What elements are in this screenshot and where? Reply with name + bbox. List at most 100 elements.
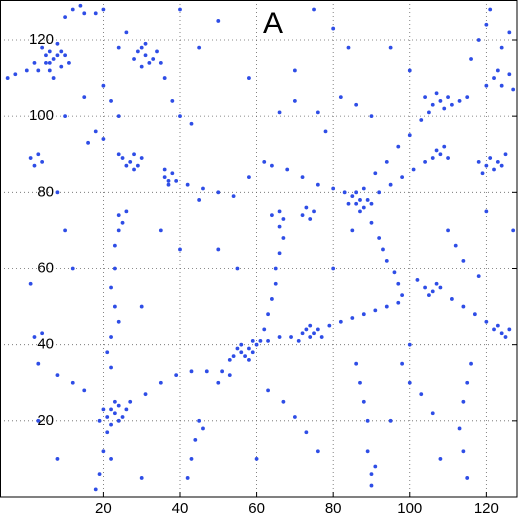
point (384, 304, 389, 309)
point (461, 399, 466, 404)
point (369, 483, 374, 488)
point (28, 281, 33, 286)
point (281, 236, 286, 240)
point (155, 49, 159, 54)
point (277, 251, 282, 256)
point (247, 175, 251, 179)
point (407, 133, 412, 138)
point (308, 335, 313, 339)
point (143, 392, 148, 397)
point (369, 472, 374, 477)
point (216, 247, 221, 252)
point (109, 365, 113, 370)
point (216, 19, 221, 23)
point (369, 220, 374, 225)
point (82, 388, 87, 393)
point (446, 156, 450, 160)
point (170, 99, 175, 103)
point (354, 190, 359, 195)
point (358, 209, 362, 214)
point (350, 316, 355, 320)
point (139, 476, 144, 480)
point (396, 281, 401, 286)
point (365, 418, 370, 423)
point (105, 415, 110, 419)
point (67, 60, 71, 65)
point (109, 422, 113, 427)
point (495, 159, 500, 164)
point (292, 99, 297, 103)
point (36, 361, 41, 366)
point (70, 380, 75, 385)
point (116, 418, 121, 423)
point (312, 7, 316, 12)
point (93, 487, 98, 492)
point (499, 163, 504, 168)
point (185, 476, 190, 480)
point (24, 68, 29, 73)
point (86, 140, 90, 145)
point (116, 403, 121, 408)
point (116, 319, 121, 324)
point (472, 312, 477, 317)
point (250, 338, 255, 343)
point (446, 95, 450, 100)
point (430, 156, 435, 160)
point (384, 258, 389, 263)
point (289, 335, 293, 339)
point (465, 380, 470, 385)
point (109, 99, 113, 103)
point (503, 335, 508, 339)
point (480, 171, 485, 176)
point (354, 361, 359, 366)
point (484, 22, 489, 27)
point (112, 243, 117, 248)
point (231, 194, 236, 199)
point (346, 45, 351, 50)
point (201, 426, 205, 431)
point (346, 201, 351, 206)
point (40, 331, 45, 336)
point (28, 156, 33, 160)
point (44, 60, 48, 65)
point (358, 198, 362, 202)
point (47, 68, 52, 73)
point (442, 106, 447, 111)
point (47, 49, 52, 54)
point (323, 129, 328, 134)
point (373, 171, 378, 176)
x-tick-label: 120 (474, 500, 499, 517)
grid (0, 0, 517, 497)
point (262, 327, 267, 332)
point (465, 95, 470, 100)
point (430, 102, 435, 107)
point (488, 7, 493, 12)
point (438, 457, 443, 461)
point (132, 57, 136, 61)
point (178, 247, 182, 252)
point (442, 144, 447, 149)
point (239, 342, 244, 347)
point (189, 121, 194, 126)
point (495, 68, 500, 73)
point (273, 281, 278, 286)
point (197, 198, 202, 202)
point (388, 182, 393, 187)
point (304, 327, 309, 332)
point (82, 95, 87, 100)
point (430, 411, 435, 416)
point (377, 190, 382, 195)
points (5, 3, 516, 492)
point (277, 335, 282, 339)
point (381, 247, 385, 252)
point (457, 99, 462, 103)
point (484, 209, 489, 214)
point (40, 45, 45, 50)
point (40, 159, 45, 164)
point (423, 95, 427, 100)
point (469, 57, 473, 61)
point (247, 346, 251, 351)
point (461, 258, 466, 263)
point (507, 72, 512, 77)
y-tick-label: 120 (29, 31, 54, 48)
